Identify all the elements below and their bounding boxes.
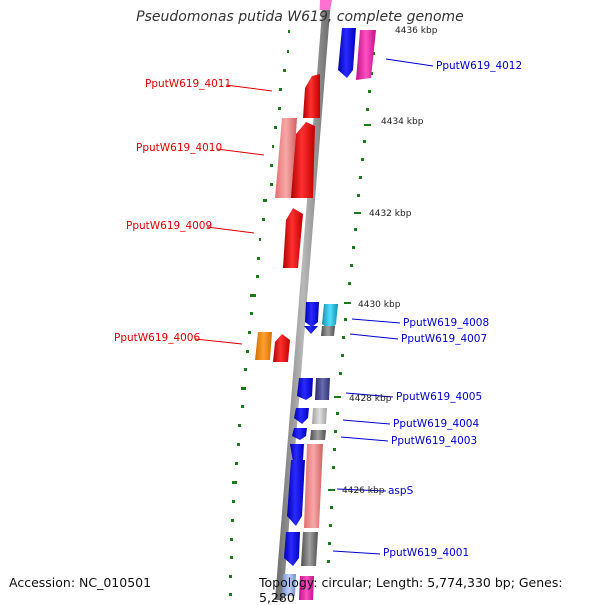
gene-PputW619_4010[interactable] bbox=[275, 118, 315, 198]
topology-text: Topology: circular; Length: 5,774,330 bp… bbox=[259, 575, 563, 605]
gene-label-PputW619_4012[interactable]: PputW619_4012 bbox=[436, 60, 523, 72]
gene-label-PputW619_4008[interactable]: PputW619_4008 bbox=[403, 317, 490, 329]
gc-ticks-outer bbox=[327, 52, 375, 563]
gene-PputW619_4007[interactable] bbox=[321, 304, 338, 336]
gene-PputW619_4012-magenta[interactable] bbox=[356, 30, 376, 80]
gene-PputW619_4005[interactable] bbox=[297, 378, 330, 400]
gene-PputW619_4004[interactable] bbox=[294, 408, 327, 424]
gc-ticks-inner bbox=[229, 30, 290, 596]
gene-label-PputW619_4011[interactable]: PputW619_4011 bbox=[145, 78, 232, 90]
gene-PputW619_4006[interactable] bbox=[255, 332, 290, 362]
leader-lines bbox=[194, 58, 434, 555]
genome-title: Pseudomonas putida W619, complete genome bbox=[136, 9, 464, 25]
gene-label-aspS[interactable]: aspS bbox=[388, 485, 414, 497]
gene-bottom bbox=[282, 574, 314, 600]
gene-label-PputW619_4010[interactable]: PputW619_4010 bbox=[136, 142, 223, 154]
gene-label-PputW619_4001[interactable]: PputW619_4001 bbox=[383, 547, 470, 559]
gene-label-PputW619_4004[interactable]: PputW619_4004 bbox=[393, 418, 480, 430]
gene-label-PputW619_4003[interactable]: PputW619_4003 bbox=[391, 435, 478, 447]
gene-label-PputW619_4009[interactable]: PputW619_4009 bbox=[126, 220, 213, 232]
kbp-label-4426: 4426 kbp bbox=[342, 486, 385, 496]
kbp-label-4436: 4436 kbp bbox=[395, 26, 438, 36]
gene-label-PputW619_4007[interactable]: PputW619_4007 bbox=[401, 333, 488, 345]
kbp-label-4428: 4428 kbp bbox=[349, 394, 392, 404]
gene-PputW619_4001[interactable] bbox=[284, 532, 318, 566]
gene-aspS[interactable] bbox=[287, 444, 323, 528]
kbp-label-4432: 4432 kbp bbox=[369, 209, 412, 219]
gene-label-PputW619_4005[interactable]: PputW619_4005 bbox=[396, 391, 483, 403]
gene-PputW619_4003[interactable] bbox=[292, 428, 326, 440]
kbp-label-4434: 4434 kbp bbox=[381, 117, 424, 127]
kbp-label-4430: 4430 kbp bbox=[358, 300, 401, 310]
chromosome-backbone bbox=[275, 0, 331, 600]
gene-PputW619_4008[interactable] bbox=[304, 302, 319, 334]
gene-PputW619_4009[interactable] bbox=[283, 208, 303, 268]
accession-text: Accession: NC_010501 bbox=[9, 575, 152, 590]
gene-label-PputW619_4006[interactable]: PputW619_4006 bbox=[114, 332, 201, 344]
gene-PputW619_4012-blue[interactable] bbox=[338, 28, 356, 78]
gene-PputW619_4011[interactable] bbox=[303, 74, 320, 118]
gene-top-pink bbox=[320, 0, 332, 10]
